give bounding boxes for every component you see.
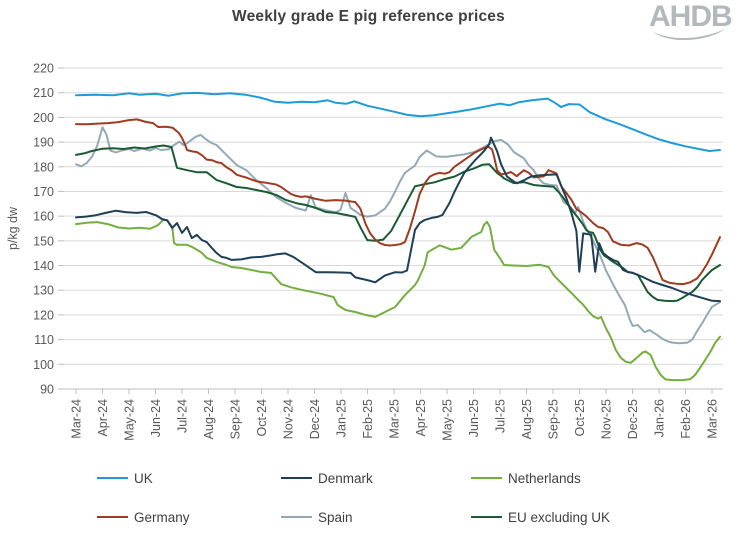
x-axis-label: Nov-24	[282, 399, 296, 439]
y-axis-label: 210	[33, 86, 54, 100]
y-axis-label: 100	[33, 358, 54, 372]
legend-label-germany: Germany	[134, 509, 190, 525]
series-line-eu-excluding-uk	[75, 144, 721, 303]
ahdb-logo: AHDB	[649, 0, 733, 43]
legend-label-denmark: Denmark	[318, 470, 373, 486]
y-axis-label: 130	[33, 284, 54, 298]
x-axis-label: Oct-25	[573, 399, 587, 437]
legend-item-germany: Germany	[97, 505, 281, 529]
y-axis-label: 180	[33, 160, 54, 174]
x-axis-label: Dec-24	[308, 399, 322, 439]
legend-label-uk: UK	[134, 470, 153, 486]
x-axis-label: Aug-25	[520, 399, 534, 439]
x-axis-label: Jan-25	[335, 399, 349, 437]
legend-swatch-germany	[97, 515, 128, 519]
legend-item-denmark: Denmark	[281, 466, 471, 490]
chart-title: Weekly grade E pig reference prices	[232, 8, 505, 25]
y-axis-label: 90	[40, 383, 54, 397]
chart-legend: UK Denmark Netherlands Germany Spain EU exclu…	[97, 466, 681, 529]
x-axis-label: Aug-24	[202, 399, 216, 439]
series-line-uk	[75, 91, 721, 152]
series-line-denmark	[75, 136, 721, 303]
x-axis-label: Apr-25	[414, 399, 428, 437]
x-axis-label: Feb-25	[361, 399, 375, 439]
legend-swatch-uk	[97, 476, 128, 480]
y-axis-label: 140	[33, 259, 54, 273]
legend-item-netherlands: Netherlands	[471, 466, 681, 490]
x-axis-label: Jul-25	[494, 399, 508, 433]
legend-swatch-spain	[281, 515, 312, 519]
x-axis-label: May-24	[123, 399, 137, 441]
y-axis-title: p/kg dw	[6, 206, 20, 250]
series-line-netherlands	[75, 218, 721, 382]
x-axis-label: Mar-26	[706, 399, 720, 439]
legend-label-netherlands: Netherlands	[508, 470, 581, 486]
y-axis-label: 170	[33, 185, 54, 199]
y-axis-label: 200	[33, 111, 54, 125]
legend-item-uk: UK	[97, 466, 281, 490]
x-axis-label: Dec-25	[626, 399, 640, 439]
y-axis-label: 190	[33, 136, 54, 150]
legend-label-eu-excluding-uk: EU excluding UK	[508, 509, 611, 525]
legend-item-spain: Spain	[281, 505, 471, 529]
x-axis-label: Jun-24	[149, 399, 163, 437]
legend-label-spain: Spain	[318, 509, 353, 525]
ahdb-logo-text: AHDB	[649, 0, 733, 33]
x-axis-label: Nov-25	[600, 399, 614, 439]
y-axis-label: 150	[33, 234, 54, 248]
series-line-spain	[75, 126, 721, 345]
legend-item-eu-excluding-uk: EU excluding UK	[471, 505, 681, 529]
legend-swatch-netherlands	[471, 476, 502, 480]
x-axis-label: Jan-26	[653, 399, 667, 437]
ahdb-swoosh-icon	[653, 29, 725, 41]
x-axis-label: Oct-24	[255, 399, 269, 437]
x-axis-label: Jun-25	[467, 399, 481, 437]
x-axis-label: Apr-24	[96, 399, 110, 437]
legend-swatch-eu-excluding-uk	[471, 515, 502, 519]
x-axis-label: Mar-24	[70, 399, 84, 439]
y-axis-label: 110	[34, 333, 54, 347]
x-axis-label: Mar-25	[388, 399, 402, 439]
y-axis-label: 160	[33, 210, 54, 224]
y-axis-label: 220	[33, 62, 54, 76]
y-axis-label: 120	[33, 308, 54, 322]
x-axis-label: Jul-24	[176, 399, 190, 433]
x-axis-label: Sep-25	[547, 399, 561, 439]
x-axis-label: Sep-24	[229, 399, 243, 439]
x-axis-label: May-25	[441, 399, 455, 441]
series-line-germany	[75, 118, 721, 286]
x-axis-label: Feb-26	[679, 399, 693, 439]
legend-swatch-denmark	[281, 476, 312, 480]
